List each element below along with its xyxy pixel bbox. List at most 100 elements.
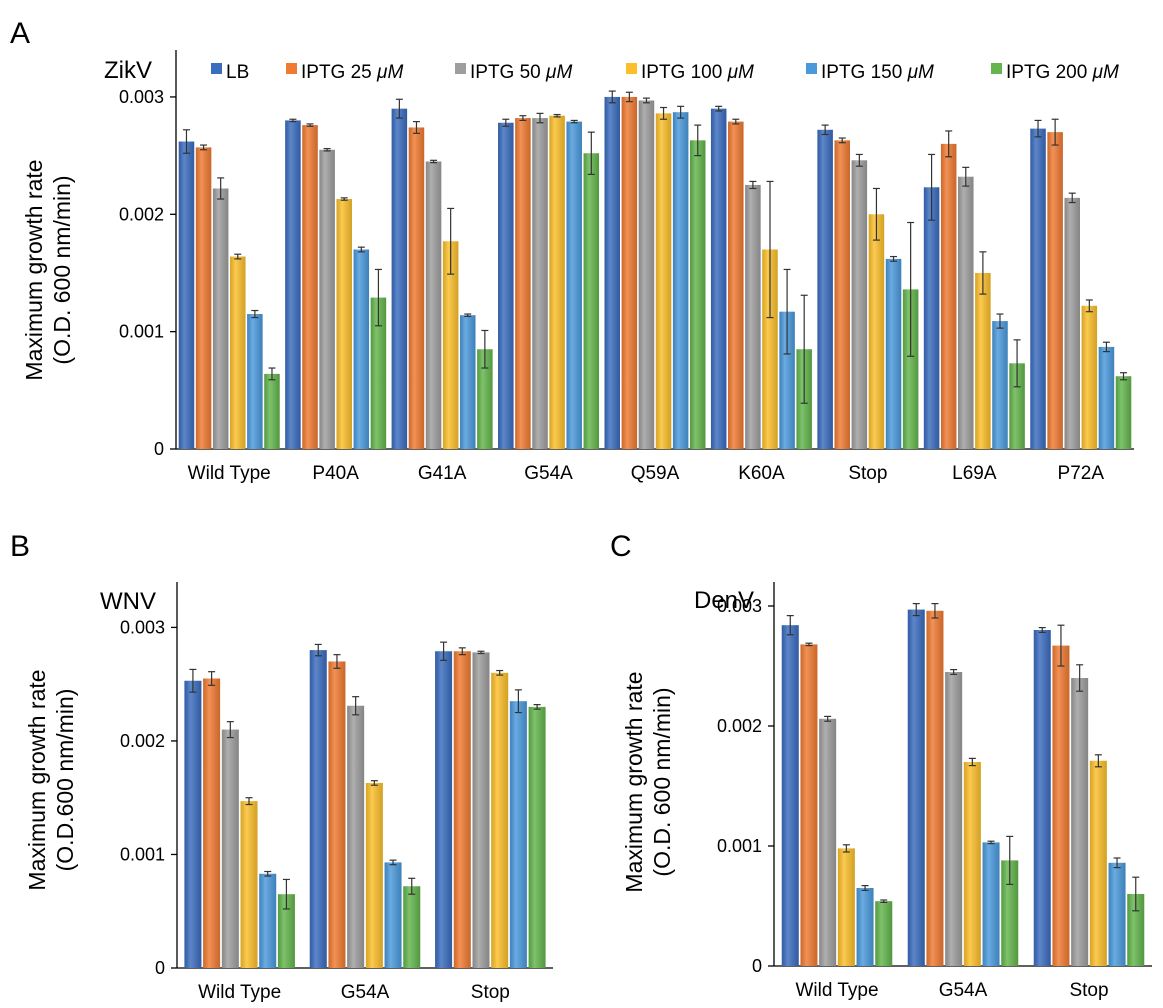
panel-a-bar-l69a-iptg-50-um-shading (958, 176, 974, 449)
panel-a-bar-wild-type-iptg-50-um-error-bar (217, 177, 225, 200)
panel-a-bar-p72a-iptg-25-um-error-bar (1051, 118, 1059, 146)
panel-a-bar-q59a-iptg-50-um-shading (638, 100, 655, 449)
panel-a-bar-stop-iptg-100-um-shading (868, 214, 885, 449)
panel-a-bar-stop-iptg-25-um-shading (834, 140, 850, 450)
panel-a-y-tick-label: 0.003 (119, 87, 164, 107)
legend-label-iptg-150: IPTG 150 μM (821, 62, 934, 83)
panel-b-bar-stop-iptg-200-um-shading (528, 706, 546, 968)
panel-b-bar-wild-type-iptg-50-um-error-bar (226, 721, 234, 739)
panel-a-bar-k60a-lb-shading (710, 108, 727, 450)
panel-a-bar-p72a-iptg-200-um-error-bar (1120, 372, 1128, 381)
panel-b-ylabel-line1: Maximum growth rate (24, 669, 50, 890)
panel-a-bar-q59a-iptg-150-um-shading (672, 112, 689, 450)
panel-b-bar-wild-type-iptg-200-um-shading (277, 894, 295, 968)
panel-b-bar-wild-type-iptg-100-um-shading (240, 801, 258, 968)
panel-a-bar-p72a-iptg-100-um-shading (1081, 305, 1098, 449)
panel-b-bar-g54a-iptg-100-um-shading (365, 782, 383, 968)
panel-b-bar-g54a-iptg-150-um-error-bar (389, 859, 397, 866)
panel-c-y-tick-label: 0.001 (717, 836, 762, 856)
panel-c-bar-stop-iptg-200-um-error-bar (1132, 876, 1140, 912)
panel-b-bar-stop-iptg-150-um-error-bar (514, 689, 522, 714)
legend-swatch-iptg-25 (286, 63, 297, 74)
legend-label-iptg-200: IPTG 200 μM (1006, 62, 1119, 83)
panel-c-bar-stop-iptg-100-um-shading (1089, 760, 1107, 966)
panel-c-bar-g54a-iptg-200-um-shading (1001, 860, 1019, 966)
panel-a-y-tick-label: 0 (154, 439, 164, 459)
panel-a-bar-wild-type-iptg-100-um-shading (230, 256, 246, 449)
panel-c-bar-stop-iptg-200-um-shading (1127, 894, 1145, 966)
legend-item-iptg-200: IPTG 200 μM (991, 62, 1119, 83)
panel-c-bar-g54a-iptg-150-um-shading (982, 842, 1000, 966)
panel-c-letter: C (610, 530, 632, 563)
panel-a-x-label-l69a: L69A (952, 463, 997, 484)
panel-b-bar-stop-iptg-50-um-shading (472, 652, 490, 968)
panel-a-bar-g54a-iptg-50-um-error-bar (536, 112, 544, 124)
panel-a-bar-p40a-iptg-150-um-shading (353, 249, 370, 449)
panel-a-plot: 0 0.001 0.002 0.003 Wild Type P40A G41A G54A Q59… (119, 50, 1134, 484)
panel-a-group-g41a (391, 98, 493, 450)
panel-b-x-label-g54a: G54A (341, 982, 390, 1003)
panel-a-bar-stop-iptg-150-um-shading (885, 258, 902, 449)
panel-a-bar-p72a-iptg-100-um-error-bar (1085, 299, 1093, 313)
legend: LB IPTG 25 μM IPTG 50 μM IPTG 100 μM IPT… (211, 62, 1119, 83)
panel-a-bar-g41a-iptg-150-um-error-bar (464, 313, 472, 317)
panel-a-bar-q59a-iptg-200-um-error-bar (694, 124, 702, 157)
panel-b-bar-g54a-iptg-25-um-error-bar (333, 654, 341, 669)
panel-a-bar-g41a-iptg-200-um-error-bar (481, 329, 489, 369)
panel-a-bar-p72a-iptg-150-um-error-bar (1102, 341, 1110, 353)
panel-a-bar-p40a-iptg-50-um-shading (319, 149, 335, 449)
panel-a-bar-wild-type-lb-error-bar (182, 129, 190, 154)
panel-a-bar-g54a-lb-error-bar (502, 118, 510, 127)
panel-b-y-tick-label: 0.003 (120, 617, 165, 637)
panel-c-group-stop (1033, 624, 1145, 966)
legend-swatch-iptg-150 (806, 63, 817, 74)
panel-c-bar-g54a-iptg-100-um-shading (963, 762, 981, 966)
legend-swatch-iptg-200 (991, 63, 1002, 74)
panel-c-bar-g54a-iptg-50-um-error-bar (950, 668, 958, 676)
panel-c-x-label-g54a: G54A (939, 980, 988, 1001)
panel-a-bar-p40a-iptg-100-um-shading (336, 199, 352, 449)
panel-c-bar-stop-iptg-25-um-shading (1052, 645, 1070, 966)
panel-c-x-label-wild-type: Wild Type (795, 980, 878, 1001)
panel-c-virus-label: DenV (694, 587, 754, 614)
panel-b-x-label-stop: Stop (471, 982, 510, 1003)
panel-b-bar-stop-iptg-150-um-shading (509, 701, 527, 968)
panel-b-bar-stop-iptg-50-um-error-bar (477, 650, 485, 655)
panel-c-bar-g54a-iptg-100-um-error-bar (968, 757, 976, 767)
panel-a-bar-g54a-iptg-50-um-shading (532, 118, 548, 450)
legend-label-lb: LB (226, 62, 249, 83)
panel-a-x-label-q59a: Q59A (631, 463, 680, 484)
panel-a-bar-l69a-iptg-150-um-shading (992, 321, 1008, 449)
panel-a-bar-p40a-lb-error-bar (289, 118, 297, 123)
panel-c-bar-wild-type-iptg-150-um-shading (856, 888, 874, 966)
panel-a-bar-g54a-lb-shading (498, 122, 514, 450)
panel-a-bar-q59a-iptg-50-um-error-bar (642, 97, 650, 104)
legend-swatch-iptg-100 (626, 63, 637, 74)
panel-b-group-wild-type (184, 668, 295, 968)
panel-a-bar-stop-iptg-200-um-shading (902, 289, 919, 449)
panel-a-bar-wild-type-iptg-150-um-shading (247, 314, 263, 449)
panel-a-group-stop (817, 124, 919, 450)
panel-a-group-q59a (604, 90, 706, 450)
panel-a-bar-g54a-iptg-200-um-shading (583, 153, 600, 450)
panel-a-bar-p40a-iptg-50-um-error-bar (323, 147, 331, 152)
panel-a-bar-p40a-iptg-25-um-error-bar (306, 123, 314, 127)
panel-a-bar-p72a-lb-error-bar (1034, 119, 1042, 138)
panel-b-plot: 0 0.001 0.002 0.003 Wild Type G54A Stop (120, 582, 553, 1003)
panel-c-bar-stop-lb-error-bar (1038, 626, 1046, 634)
panel-c-bar-wild-type-iptg-50-um-shading (819, 718, 837, 966)
panel-c-bar-stop-iptg-150-um-error-bar (1113, 857, 1121, 869)
panel-a-bar-k60a-iptg-50-um-shading (745, 184, 761, 450)
panel-c-group-g54a (907, 602, 1019, 966)
panel-a-bar-wild-type-lb-shading (178, 141, 195, 450)
panel-b-bar-stop-iptg-25-um-error-bar (458, 647, 466, 656)
panel-b-bar-g54a-lb-shading (309, 650, 327, 968)
panel-c-ylabel-line2: (O.D. 600 nm/min) (649, 687, 675, 876)
panel-a-bar-g41a-iptg-100-um-error-bar (447, 207, 455, 275)
panel-b-bar-g54a-iptg-100-um-error-bar (370, 780, 378, 786)
panel-a-bar-p72a-lb-shading (1030, 128, 1046, 449)
panel-a-bar-l69a-iptg-50-um-error-bar (962, 166, 970, 187)
panel-a-bar-stop-iptg-150-um-error-bar (890, 255, 898, 262)
panel-c-bar-wild-type-iptg-100-um-shading (837, 848, 855, 966)
